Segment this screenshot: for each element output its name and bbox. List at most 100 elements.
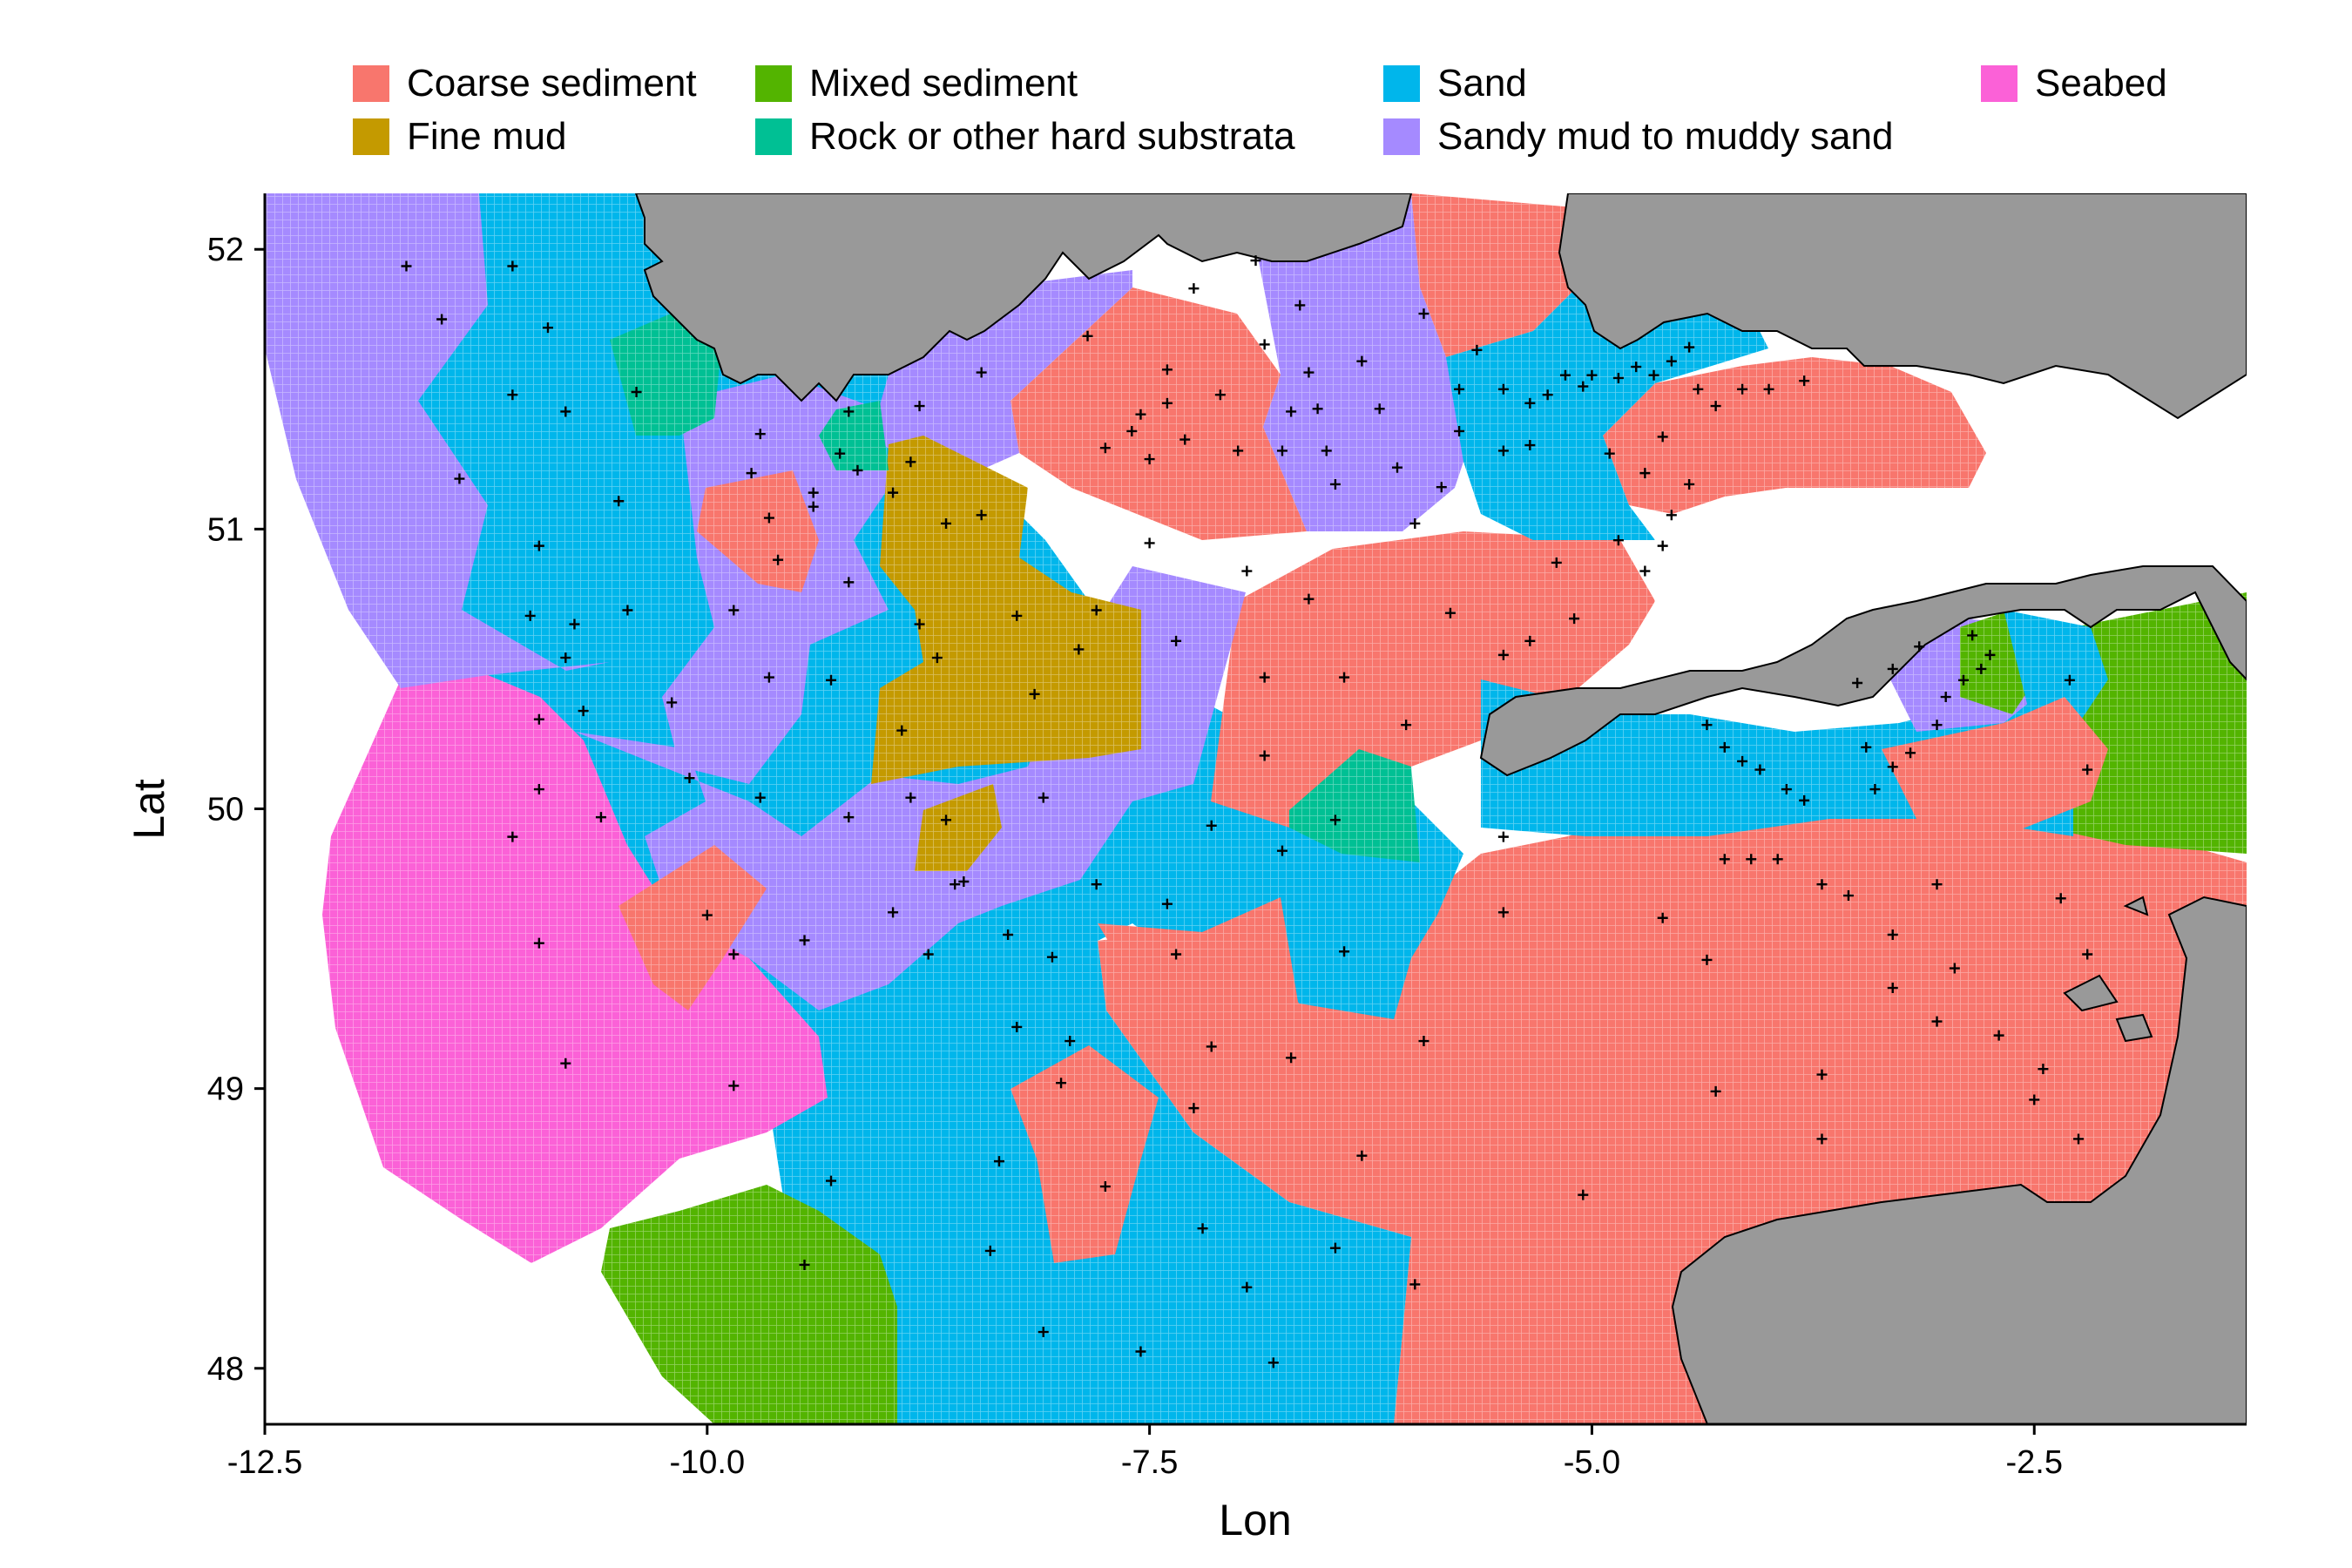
sample-point <box>454 473 465 484</box>
sample-point <box>1056 1078 1067 1089</box>
sample-point <box>1604 448 1615 459</box>
sample-point <box>1312 403 1323 415</box>
sample-point <box>1719 854 1730 865</box>
map-legend: Coarse sediment Fine mud Mixed sediment … <box>0 0 2352 174</box>
sample-point <box>595 812 606 823</box>
legend-item-mixed-sediment: Mixed sediment <box>755 57 1078 110</box>
sample-point <box>905 792 916 803</box>
sample-point <box>905 456 916 468</box>
axes: -12.5 -10.0 -7.5 -5.0 -2.5 48 49 50 51 52 Lon La… <box>125 193 2247 1544</box>
sample-point <box>1091 605 1102 616</box>
sample-point <box>1719 741 1730 753</box>
sample-point <box>1206 1041 1217 1052</box>
sample-point <box>958 876 970 887</box>
sample-point <box>1524 397 1536 409</box>
sample-point <box>1639 565 1651 577</box>
sample-point <box>1861 741 1872 753</box>
sample-point <box>1161 397 1173 409</box>
sample-point <box>1816 1133 1828 1145</box>
x-tick-label: -12.5 <box>227 1444 303 1481</box>
sample-point <box>1657 431 1668 443</box>
sample-point <box>1657 912 1668 923</box>
sample-point <box>808 487 819 498</box>
sample-points <box>401 255 2093 1369</box>
sample-point <box>1612 372 1624 383</box>
x-ticks: -12.5 -10.0 -7.5 -5.0 -2.5 <box>227 1424 2063 1481</box>
sample-point <box>763 512 774 524</box>
sample-point <box>1011 610 1023 621</box>
sample-point <box>1799 794 1810 806</box>
sample-point <box>1746 854 1757 865</box>
sample-point <box>746 468 757 479</box>
sample-point <box>843 406 855 417</box>
sample-point <box>1188 283 1200 294</box>
legend-swatch-fine-mud <box>353 118 389 155</box>
sample-point <box>1126 425 1138 436</box>
y-tick-label: 49 <box>207 1071 244 1108</box>
sample-point <box>613 496 625 507</box>
sample-point <box>728 949 740 960</box>
sample-point <box>1497 907 1509 918</box>
sample-point <box>1931 879 1943 890</box>
land-island-a <box>2063 974 2119 1012</box>
sample-point <box>533 784 544 795</box>
sample-point <box>826 674 836 686</box>
sample-point <box>1816 1069 1828 1080</box>
x-tick-label: -10.0 <box>670 1444 746 1481</box>
sample-point <box>622 605 633 616</box>
map-panel <box>265 193 2247 1424</box>
sample-point <box>1559 369 1571 381</box>
sample-point <box>1233 445 1244 456</box>
sample-point <box>1401 720 1412 731</box>
sample-point <box>1329 1242 1341 1254</box>
sample-point <box>1497 831 1509 842</box>
sample-point <box>1241 565 1253 577</box>
sample-point <box>1276 845 1288 856</box>
sample-point <box>1418 1036 1429 1047</box>
sample-point <box>1869 784 1881 795</box>
sample-point <box>1524 635 1536 646</box>
sample-point <box>896 725 908 736</box>
sample-point <box>1392 462 1402 473</box>
sample-point <box>1542 389 1553 401</box>
sample-point <box>1781 784 1792 795</box>
sample-point <box>1710 401 1721 412</box>
sample-point <box>1763 383 1774 395</box>
sample-point <box>666 697 678 708</box>
sample-point <box>2073 1133 2085 1145</box>
sample-point <box>1214 389 1226 401</box>
sample-point <box>1082 330 1093 341</box>
y-axis-title: Lat <box>125 779 173 840</box>
sample-point <box>888 487 899 498</box>
sample-point <box>1073 644 1085 655</box>
sample-point <box>808 501 819 512</box>
sample-point <box>1648 369 1659 381</box>
sample-point <box>533 937 544 949</box>
legend-swatch-coarse-sediment <box>353 65 389 102</box>
sample-point <box>1171 635 1182 646</box>
legend-label-mixed-sediment: Mixed sediment <box>809 62 1078 105</box>
y-tick-label: 51 <box>207 511 244 548</box>
land-island-c <box>2123 896 2149 916</box>
sample-point <box>799 1259 810 1270</box>
sample-point <box>1276 445 1288 456</box>
sample-point <box>1011 1021 1023 1032</box>
sample-point <box>1737 755 1748 767</box>
sample-point <box>950 879 961 890</box>
sample-point <box>543 322 553 334</box>
sample-point <box>843 812 855 823</box>
legend-label-coarse-sediment: Coarse sediment <box>407 62 697 105</box>
land-ireland <box>634 193 1413 402</box>
legend-swatch-rock <box>755 118 792 155</box>
sample-point <box>2064 674 2075 686</box>
sample-point <box>1356 355 1368 367</box>
land-wales <box>1558 193 2247 420</box>
sample-point <box>1329 478 1341 490</box>
sample-point <box>1737 383 1748 395</box>
sample-point <box>1799 375 1810 387</box>
land-masses <box>634 193 2247 1424</box>
sample-point <box>1303 367 1315 378</box>
x-tick-label: -7.5 <box>1121 1444 1178 1481</box>
sample-point <box>1631 362 1642 373</box>
